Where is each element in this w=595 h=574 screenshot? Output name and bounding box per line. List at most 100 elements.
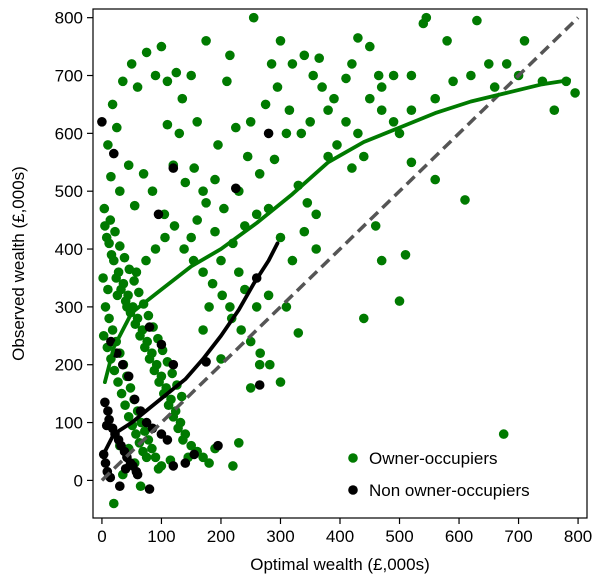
data-point-non-owner	[123, 371, 134, 382]
data-point-owner	[489, 82, 500, 92]
data-point-owner	[466, 70, 476, 81]
data-point-owner	[302, 198, 313, 208]
data-point-owner	[204, 458, 214, 468]
data-point-owner	[135, 331, 145, 341]
data-point-owner	[198, 186, 208, 196]
data-point-owner	[234, 438, 244, 448]
data-point-owner	[376, 82, 387, 92]
data-point-owner	[103, 284, 113, 295]
data-point-owner	[217, 290, 227, 301]
data-point-owner	[113, 377, 123, 387]
x-tick-label: 400	[326, 527, 354, 546]
data-point-owner	[222, 76, 232, 87]
data-point-owner	[225, 50, 235, 61]
y-tick-label: 400	[55, 240, 83, 259]
data-point-owner	[131, 429, 141, 439]
data-point-owner	[105, 215, 116, 225]
data-point-non-owner	[100, 458, 111, 468]
data-point-owner	[245, 117, 256, 127]
data-point-owner	[104, 313, 114, 324]
data-point-owner	[126, 59, 137, 69]
legend-label-owner-occupiers: Owner-occupiers	[369, 449, 498, 468]
data-point-non-owner	[231, 183, 241, 194]
y-tick-label: 500	[55, 182, 83, 201]
data-point-non-owner	[118, 359, 128, 370]
data-point-owner	[120, 400, 130, 411]
data-point-owner	[296, 128, 307, 139]
y-tick-label: 200	[55, 356, 83, 375]
data-point-owner	[169, 221, 180, 231]
data-point-owner	[100, 302, 111, 312]
data-point-owner	[299, 50, 310, 61]
data-point-owner	[147, 443, 157, 454]
data-point-owner	[421, 12, 432, 23]
data-point-owner	[171, 67, 182, 78]
data-point-owner	[213, 140, 223, 150]
data-point-owner	[272, 82, 283, 92]
data-point-owner	[275, 232, 286, 243]
data-point-owner	[266, 59, 277, 69]
data-point-owner	[150, 452, 161, 463]
data-point-non-owner	[109, 148, 119, 159]
x-tick-label: 600	[445, 527, 473, 546]
legend: Owner-occupiers Non owner-occupiers	[348, 449, 530, 500]
data-point-owner	[132, 82, 143, 92]
data-point-owner	[163, 400, 174, 411]
data-point-owner	[388, 117, 399, 127]
data-point-owner	[115, 241, 125, 251]
y-tick-label: 300	[55, 298, 83, 317]
data-point-owner	[376, 105, 387, 115]
data-point-owner	[119, 252, 130, 263]
data-point-owner	[472, 15, 482, 26]
data-point-owner	[210, 226, 220, 237]
data-point-owner	[147, 186, 158, 196]
trend-line-owner	[103, 78, 571, 384]
data-point-owner	[317, 82, 327, 92]
data-point-owner	[115, 186, 125, 196]
data-point-owner	[406, 105, 417, 115]
data-point-owner	[109, 498, 119, 509]
data-point-non-owner	[156, 429, 167, 439]
data-point-non-owner	[254, 380, 265, 390]
data-point-owner	[198, 267, 208, 278]
data-point-owner	[156, 41, 167, 52]
data-point-owner	[231, 122, 241, 133]
data-point-owner	[207, 278, 218, 289]
data-point-owner	[228, 461, 238, 471]
data-point-owner	[260, 99, 271, 110]
data-point-owner	[178, 435, 188, 445]
data-point-owner	[210, 174, 220, 185]
data-point-owner	[141, 452, 152, 463]
data-point-owner	[144, 354, 155, 364]
data-point-owner	[156, 461, 167, 471]
data-point-owner	[106, 250, 117, 260]
data-point-owner	[192, 215, 202, 225]
data-point-owner	[293, 328, 304, 338]
data-point-non-owner	[168, 359, 179, 370]
y-tick-label: 600	[55, 124, 83, 143]
data-point-non-owner	[168, 163, 179, 173]
points-layer	[97, 12, 580, 509]
data-point-owner	[101, 232, 112, 243]
data-point-owner	[198, 325, 208, 335]
data-point-owner	[353, 128, 363, 139]
data-point-owner	[245, 336, 256, 347]
data-point-owner	[329, 93, 339, 104]
data-point-owner	[394, 296, 405, 306]
data-point-owner	[460, 195, 470, 205]
data-point-owner	[216, 255, 226, 266]
data-point-owner	[281, 302, 292, 312]
data-point-owner	[180, 177, 191, 188]
data-point-owner	[254, 169, 265, 179]
data-point-owner	[192, 117, 202, 127]
data-point-owner	[98, 273, 108, 283]
legend-marker-owner-occupiers	[348, 453, 358, 463]
data-point-owner	[186, 70, 196, 81]
data-point-owner	[442, 36, 452, 46]
data-point-owner	[484, 59, 494, 69]
data-point-owner	[305, 117, 316, 127]
data-point-owner	[122, 302, 132, 312]
data-point-owner	[275, 36, 286, 46]
data-point-owner	[123, 412, 134, 422]
